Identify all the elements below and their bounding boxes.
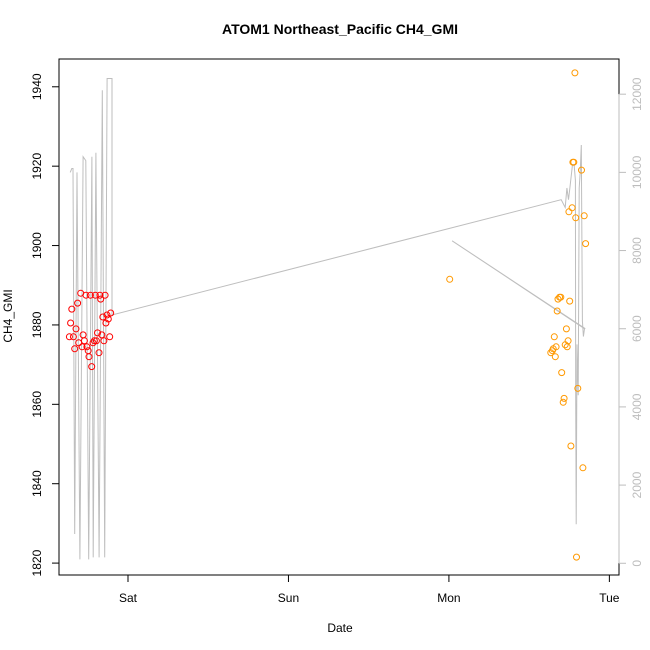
red-data-point bbox=[95, 349, 103, 357]
orange-data-point bbox=[573, 553, 580, 561]
y-tick-label: 1840 bbox=[30, 470, 44, 497]
altitude-line-layer bbox=[69, 78, 586, 560]
red-data-point bbox=[92, 337, 100, 345]
x-tick-label: Sun bbox=[278, 591, 299, 605]
red-data-point bbox=[88, 363, 96, 371]
y2-tick-label: 6000 bbox=[630, 315, 644, 342]
red-data-point bbox=[78, 343, 86, 351]
orange-data-point bbox=[572, 214, 580, 222]
axes-layer: 1820 1840 1860 1880 1900 1920 1940 0 2000 4000 600… bbox=[30, 73, 644, 605]
orange-data-point bbox=[553, 307, 561, 315]
red-data-point bbox=[94, 329, 101, 337]
y2-tick-label: 4000 bbox=[630, 393, 644, 420]
orange-data-point bbox=[582, 240, 590, 248]
red-data-point bbox=[74, 299, 82, 307]
orange-data-point bbox=[565, 208, 573, 216]
red-data-point bbox=[96, 291, 104, 299]
red-data-point bbox=[89, 339, 97, 347]
y-tick-label: 1880 bbox=[30, 311, 44, 338]
orange-data-point bbox=[558, 369, 566, 377]
orange-data-point bbox=[551, 353, 559, 361]
points-layer bbox=[65, 69, 590, 561]
y2-tick-label: 2000 bbox=[630, 471, 644, 498]
red-data-point bbox=[65, 333, 73, 341]
x-tick-label: Sat bbox=[119, 591, 138, 605]
red-data-point bbox=[80, 337, 88, 345]
red-data-point bbox=[83, 343, 91, 351]
plot-frame bbox=[58, 58, 620, 576]
red-data-point bbox=[82, 291, 90, 299]
orange-data-point bbox=[568, 204, 576, 212]
orange-data-point bbox=[552, 343, 560, 351]
y2-tick-label: 0 bbox=[630, 560, 644, 567]
y-tick-label: 1940 bbox=[30, 73, 44, 100]
y-tick-label: 1860 bbox=[30, 391, 44, 418]
y-axis-label: CH4_GMI bbox=[1, 289, 15, 342]
red-data-point bbox=[100, 337, 108, 345]
altitude-line bbox=[69, 78, 586, 560]
red-data-point bbox=[79, 331, 87, 339]
orange-data-point bbox=[550, 333, 558, 341]
red-data-point bbox=[97, 295, 105, 303]
y2-tick-label: 8000 bbox=[630, 237, 644, 264]
red-data-point bbox=[101, 291, 109, 299]
y-tick-label: 1900 bbox=[30, 232, 44, 259]
y-tick-label: 1920 bbox=[30, 153, 44, 180]
red-data-point bbox=[106, 333, 114, 341]
red-data-point bbox=[68, 305, 76, 313]
red-data-point bbox=[90, 337, 98, 345]
orange-data-point bbox=[571, 69, 579, 77]
x-tick-label: Tue bbox=[599, 591, 620, 605]
orange-data-point bbox=[567, 442, 575, 450]
chart-title: ATOM1 Northeast_Pacific CH4_GMI bbox=[222, 21, 458, 37]
y-tick-label: 1820 bbox=[30, 549, 44, 576]
red-data-point bbox=[69, 333, 77, 341]
red-data-point bbox=[67, 319, 75, 327]
red-data-point bbox=[71, 345, 79, 353]
x-tick-label: Mon bbox=[437, 591, 460, 605]
red-data-point bbox=[104, 315, 112, 323]
orange-data-point bbox=[579, 464, 587, 472]
orange-data-point bbox=[580, 212, 588, 220]
orange-data-point bbox=[578, 166, 585, 174]
red-data-point bbox=[91, 291, 99, 299]
orange-data-point bbox=[564, 337, 572, 345]
x-axis-label: Date bbox=[327, 621, 353, 635]
orange-data-point bbox=[570, 158, 578, 166]
orange-data-point bbox=[574, 384, 582, 392]
red-data-point bbox=[85, 353, 93, 361]
red-data-point bbox=[72, 325, 80, 333]
red-data-point bbox=[86, 291, 94, 299]
y2-tick-label: 10000 bbox=[630, 155, 644, 189]
orange-data-point bbox=[562, 325, 570, 333]
red-data-point bbox=[107, 309, 115, 317]
orange-data-point bbox=[446, 275, 454, 283]
orange-data-point bbox=[557, 293, 565, 301]
orange-data-point bbox=[559, 398, 567, 406]
orange-data-point bbox=[566, 297, 574, 305]
orange-data-point bbox=[560, 394, 568, 402]
red-data-point bbox=[103, 311, 111, 319]
red-data-point bbox=[98, 331, 106, 339]
y2-tick-label: 12000 bbox=[630, 77, 644, 111]
